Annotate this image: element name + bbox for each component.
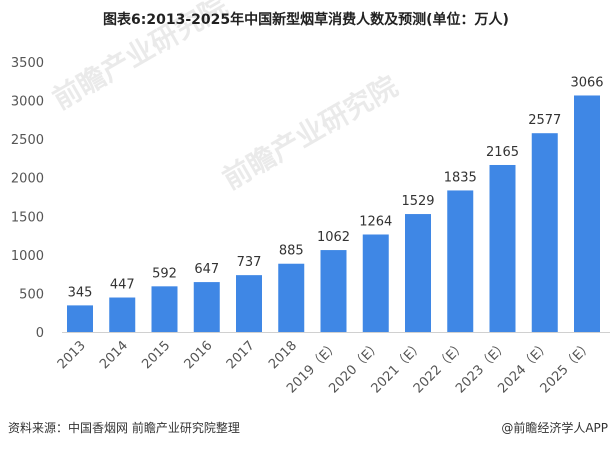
data-label: 1529 [401,194,434,209]
bar [574,95,600,332]
watermark-text: 前瞻产业研究院 [217,69,403,196]
data-label: 447 [110,278,135,293]
y-tick-label: 500 [19,287,44,302]
y-tick-label: 3500 [11,56,44,71]
y-axis: 0 500 1000 1500 2000 2500 3000 3500 [11,56,44,341]
bar [320,250,347,332]
data-label: 2165 [486,145,519,160]
y-tick-label: 2000 [11,172,44,187]
bar [278,263,305,332]
data-label: 1062 [317,230,350,245]
chart-title: 图表6:2013-2025年中国新型烟草消费人数及预测(单位：万人) [103,11,509,28]
x-tick-label: 2014 [97,338,131,372]
y-tick-label: 1500 [11,210,44,225]
bar [109,297,136,332]
x-tick-label: 2018 [266,338,300,372]
watermark: 前瞻产业研究院 前瞻产业研究院 [47,0,403,196]
data-label: 2577 [528,113,561,128]
x-tick-label: 2017 [224,338,258,372]
data-label: 1264 [359,214,392,229]
bar [447,190,474,332]
data-label: 885 [279,244,304,259]
bar [67,305,93,332]
data-label: 1835 [444,170,477,185]
y-tick-label: 3000 [11,95,44,110]
x-tick-label: 2016 [182,338,216,372]
source-note: 资料来源：中国香烟网 前瞻产业研究院整理 [8,420,240,435]
bar [236,275,262,332]
bar [531,133,558,332]
data-label: 592 [152,266,177,281]
x-tick-label: 2015 [139,338,173,372]
data-label: 647 [194,262,219,277]
y-tick-label: 2500 [11,133,44,148]
x-axis: 2013 2014 2015 2016 2017 20182019（E）2020（E）20… [55,338,596,396]
x-tick-label: 2013 [55,338,89,372]
bar [193,282,220,332]
bars: 345 447 592 647 737 885 1062 1264 1529 1835 2165 25… [67,75,604,332]
y-tick-label: 0 [36,326,44,341]
data-label: 345 [68,285,93,300]
data-label: 3066 [570,75,603,90]
data-label: 737 [237,255,262,270]
bar [489,164,516,332]
credit-note: @前瞻经济学人APP [501,420,608,435]
bar [151,286,178,332]
bar [405,214,431,332]
bar [362,234,389,332]
y-tick-label: 1000 [11,249,44,264]
